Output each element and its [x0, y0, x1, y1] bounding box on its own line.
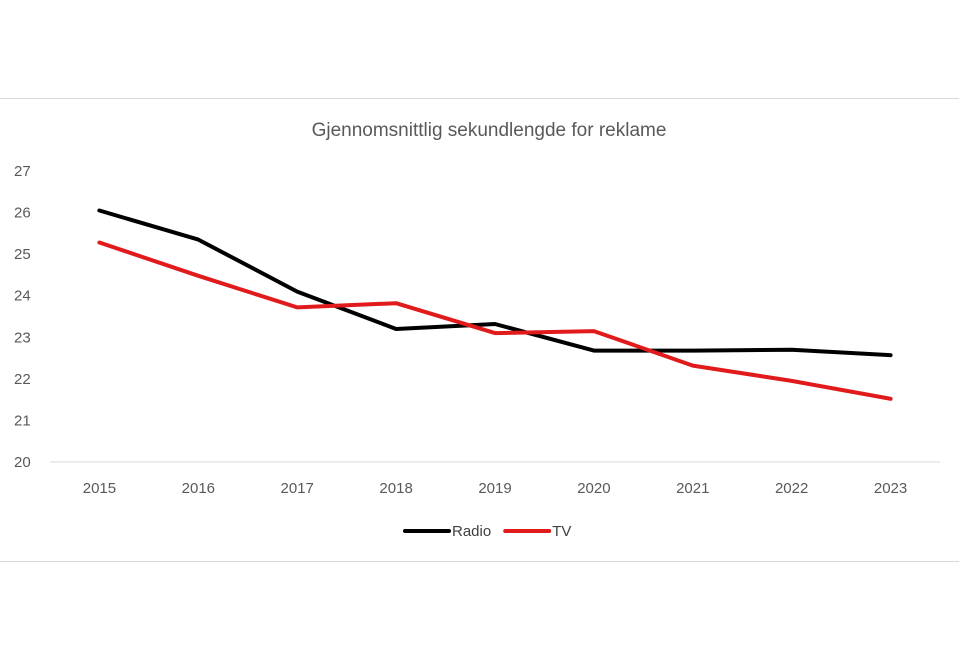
legend: Radio TV — [403, 523, 571, 540]
x-tick-label: 2023 — [874, 480, 907, 497]
y-tick-label: 23 — [14, 329, 31, 346]
legend-label-radio: Radio — [452, 523, 491, 540]
x-tick-label: 2017 — [281, 480, 314, 497]
x-tick-label: 2021 — [676, 480, 709, 497]
chart-frame — [0, 98, 959, 562]
x-tick-label: 2015 — [83, 480, 116, 497]
series-group — [97, 208, 893, 401]
y-axis: 20 21 22 23 24 25 26 27 — [14, 163, 31, 471]
x-tick-label: 2019 — [478, 480, 511, 497]
y-tick-label: 22 — [14, 371, 31, 388]
chart-title: Gjennomsnittlig sekundlengde for reklame — [312, 120, 667, 141]
y-tick-label: 24 — [14, 288, 31, 305]
series-line-radio — [97, 208, 893, 358]
x-tick-label: 2022 — [775, 480, 808, 497]
y-tick-label: 25 — [14, 246, 31, 263]
x-tick-label: 2020 — [577, 480, 610, 497]
y-tick-label: 27 — [14, 163, 31, 180]
y-tick-label: 21 — [14, 412, 31, 429]
x-tick-label: 2018 — [379, 480, 412, 497]
y-tick-label: 20 — [14, 454, 31, 471]
y-tick-label: 26 — [14, 205, 31, 222]
x-axis: 2015 2016 2017 2018 2019 2020 2021 2022 2023 — [83, 480, 907, 497]
legend-label-tv: TV — [552, 523, 571, 540]
x-tick-label: 2016 — [182, 480, 215, 497]
series-line-tv — [97, 240, 893, 401]
